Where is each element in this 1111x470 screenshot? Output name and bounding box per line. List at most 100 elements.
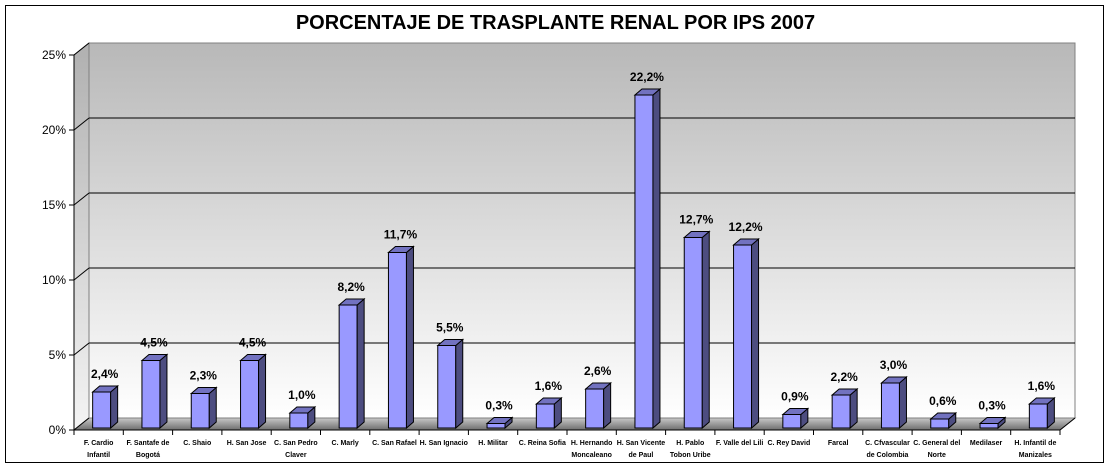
y-tick-label: 15% [42,198,66,212]
gridline-depth [73,192,90,206]
x-axis-depth [1059,417,1076,431]
bar [929,411,958,430]
bar-side [455,338,464,430]
bar [189,386,218,430]
bar-top [485,417,514,424]
x-tick-label: F. Santafe de [127,440,170,447]
data-label: 4,5% [239,336,267,350]
bar-front [437,345,457,429]
bar-top [682,231,711,238]
bar [584,381,613,430]
data-label: 1,6% [535,379,563,393]
bar-front [634,94,654,429]
bar-top [880,376,908,384]
bar-top [239,354,267,361]
x-tick-label: Norte [928,452,946,459]
bar-front [535,403,555,429]
x-tick-label: H. Infantil de [1014,440,1056,447]
bar [781,407,810,430]
bar-side [405,245,414,430]
bar [534,396,563,430]
x-tick-label: C. Marly [332,440,359,447]
data-label: 0,3% [485,399,513,413]
bar [682,230,711,430]
bar-front [387,252,407,429]
x-tick-label: Manizales [1019,452,1052,459]
bar-side [356,297,365,430]
data-label: 12,2% [729,220,763,234]
bar-front [683,237,703,429]
bar-top [633,88,662,96]
bar [436,338,465,430]
x-tick-label: C. Shaio [183,440,211,447]
x-tick-label: Medilaser [970,440,1003,447]
bar-top [1027,397,1056,405]
x-tick-label: H. Pablo [676,440,704,447]
bar-top [140,354,169,361]
bar [1027,396,1056,430]
bar-front [289,412,309,429]
x-tick-label: C. Rey David [767,440,810,447]
bar-front [1028,403,1048,429]
bar-top [732,238,760,246]
bar [978,416,1007,430]
bar-top [929,412,958,420]
bar-side [159,353,168,430]
data-label: 1,0% [288,388,316,402]
bar-top [534,397,563,405]
x-tick-label: H. San Jose [227,440,267,447]
bar-side [208,386,217,430]
bar-side [849,387,858,430]
bar [288,405,317,430]
bar-top [288,406,317,414]
data-label: 2,3% [190,369,218,383]
x-tick-label: H. Hernando [571,440,613,447]
x-tick-label: C. Reina Sofia [519,440,566,447]
x-tick-label: C. San Rafael [372,440,417,447]
bar-front [733,244,753,429]
x-tick-label: Bogotá [136,452,160,459]
bar-front [92,391,112,429]
x-tick-label: C. General del [913,440,960,447]
data-label: 8,2% [337,280,365,294]
bar-side [652,87,661,430]
data-label: 2,6% [584,364,612,378]
bar [830,387,859,430]
bar [140,353,169,430]
bar-top [978,417,1007,424]
bar-front [880,382,900,429]
bar-side [110,384,119,430]
y-tick-label: 5% [49,348,67,362]
bar-side [258,353,267,430]
data-label: 12,7% [679,213,713,227]
gridline-depth [73,42,90,56]
x-tick-label: de Colombia [866,452,908,459]
data-label: 11,7% [384,228,418,242]
bar [485,416,514,430]
data-label: 0,9% [781,390,809,404]
data-label: 2,2% [830,370,858,384]
data-label: 4,5% [140,336,168,350]
data-label: 0,3% [978,399,1006,413]
bar-top [387,246,415,253]
bar-side [603,381,612,430]
x-tick-label: Infantil [87,452,110,459]
bar-top [91,385,120,393]
x-tick-label: C. San Pedro [274,440,318,447]
x-tick-label: Farcal [828,440,849,447]
bar [633,87,662,430]
data-label: 3,0% [880,358,908,372]
x-tick-label: Moncaleano [571,452,611,459]
bar-front [338,304,358,429]
bar-front [141,360,161,429]
bar-side [751,237,760,430]
data-label: 5,5% [436,321,464,335]
bar-front [782,414,802,429]
gridline-depth [73,342,90,356]
y-tick-label: 25% [42,48,66,62]
bar-front [979,423,999,429]
x-tick-label: Claver [285,452,307,459]
y-tick-label: 10% [42,273,66,287]
bar-front [486,423,506,429]
